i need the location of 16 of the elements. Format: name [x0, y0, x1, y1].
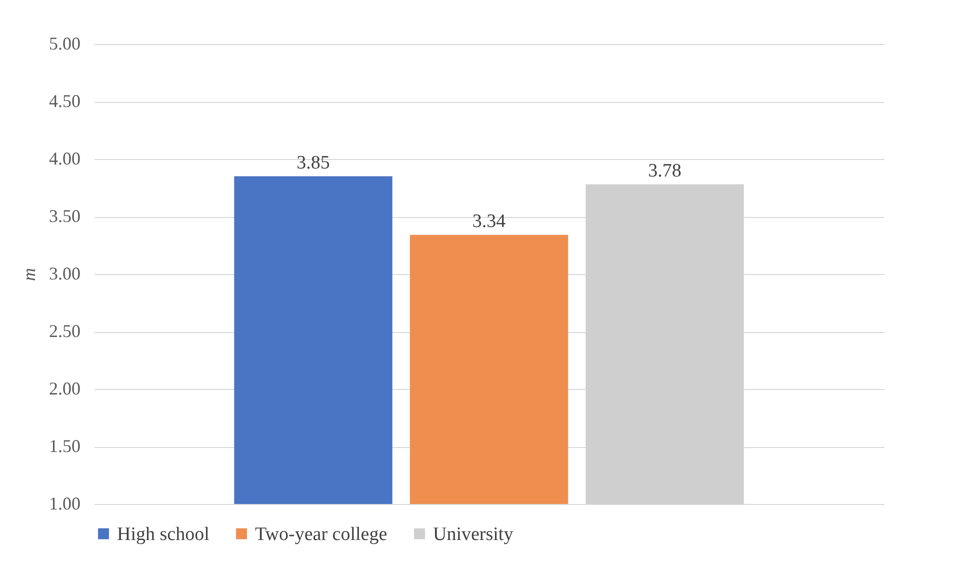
- y-tick-label: 3.00: [49, 264, 80, 284]
- legend-label: University: [433, 524, 514, 545]
- data-label: 3.85: [296, 152, 330, 174]
- y-tick-label: 3.50: [49, 206, 80, 226]
- y-tick-label: 5.00: [49, 34, 80, 54]
- legend-label: Two-year college: [255, 524, 388, 545]
- data-label: 3.78: [648, 160, 682, 182]
- y-tick-label: 4.00: [49, 148, 80, 168]
- y-tick-label: 2.50: [49, 321, 80, 341]
- y-tick-label: 2.00: [49, 378, 80, 398]
- y-tick-label: 4.50: [49, 91, 80, 111]
- y-tick-label: 1.00: [49, 494, 80, 514]
- y-axis-title: m: [19, 268, 39, 281]
- y-tick-label: 1.50: [49, 436, 80, 456]
- data-label: 3.34: [472, 210, 506, 232]
- legend-label: High school: [117, 524, 210, 545]
